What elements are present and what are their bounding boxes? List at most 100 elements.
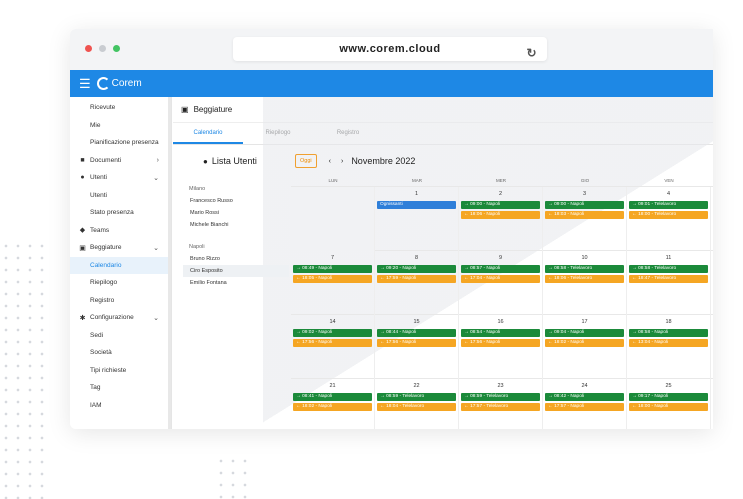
- check-in-event[interactable]: → 09:02 - Napoli: [293, 329, 372, 337]
- user-list-item[interactable]: Emilio Fontana: [190, 280, 227, 286]
- hamburger-menu-icon[interactable]: ☰: [79, 75, 91, 91]
- calendar-day-cell[interactable]: 18 → 08:58 - Napoli ← 13:04 - Napoli: [627, 315, 711, 379]
- weekday-label: GIO: [580, 178, 590, 183]
- check-out-event[interactable]: ← 17:56 - Napoli: [461, 339, 540, 347]
- check-in-event[interactable]: → 08:42 - Napoli: [545, 393, 624, 401]
- minimize-dot-icon[interactable]: [99, 45, 106, 52]
- check-in-event[interactable]: → 08:49 - Napoli: [293, 265, 372, 273]
- calendar-day-cell[interactable]: 17 → 09:04 - Napoli ← 18:02 - Napoli: [543, 315, 627, 379]
- calendar-day-cell[interactable]: 16 → 08:54 - Napoli ← 17:56 - Napoli: [459, 315, 543, 379]
- check-out-event[interactable]: ← 18:02 - Napoli: [545, 339, 624, 347]
- tab-calendario[interactable]: Calendario: [173, 123, 243, 144]
- user-list-item[interactable]: Bruno Rizzo: [190, 256, 220, 262]
- sidebar-item-ricevute[interactable]: Ricevute: [70, 99, 171, 117]
- check-out-event[interactable]: ← 13:04 - Napoli: [629, 339, 708, 347]
- calendar-day-cell[interactable]: 21 → 08:41 - Napoli ← 18:02 - Napoli: [291, 379, 375, 429]
- calendar-day-cell[interactable]: 23 → 08:59 - Telelavoro ← 17:57 - Telelavo…: [459, 379, 543, 429]
- calendar-day-cell[interactable]: 14 → 09:02 - Napoli ← 17:56 - Napoli: [291, 315, 375, 379]
- calendar-day-cell[interactable]: [291, 187, 375, 251]
- sidebar-item-pianificazione-presenza[interactable]: Pianificazione presenza: [70, 134, 171, 152]
- reload-icon[interactable]: ↻: [526, 46, 537, 60]
- check-in-event[interactable]: → 08:59 - Telelavoro: [377, 393, 456, 401]
- address-bar[interactable]: www.corem.cloud ↻: [233, 37, 547, 61]
- check-in-event[interactable]: → 08:58 - Napoli: [629, 329, 708, 337]
- check-in-event[interactable]: → 09:20 - Napoli: [377, 265, 456, 273]
- next-month-button[interactable]: ›: [340, 157, 344, 165]
- sidebar-item-societ-[interactable]: Società: [70, 344, 171, 362]
- check-in-event[interactable]: → 09:17 - Napoli: [629, 393, 708, 401]
- check-in-event[interactable]: → 08:54 - Napoli: [461, 329, 540, 337]
- calendar-day-cell[interactable]: 25 → 09:17 - Napoli ← 18:00 - Napoli: [627, 379, 711, 429]
- check-out-event[interactable]: ← 18:02 - Napoli: [293, 403, 372, 411]
- calendar-day-cell[interactable]: 11 → 08:58 - Telelavoro ← 18:47 - Telelavo…: [627, 251, 711, 315]
- sidebar-item-registro[interactable]: Registro: [70, 292, 171, 310]
- calendar-day-cell[interactable]: 15 → 08:44 - Napoli ← 17:56 - Napoli: [375, 315, 459, 379]
- sidebar-item-mie[interactable]: Mie: [70, 117, 171, 135]
- user-list-item[interactable]: Mario Rossi: [190, 210, 220, 216]
- calendar-day-cell[interactable]: 10 → 08:58 - Telelavoro ← 18:06 - Telelavo…: [543, 251, 627, 315]
- check-out-event[interactable]: ← 18:00 - Napoli: [629, 403, 708, 411]
- sidebar-item-calendario[interactable]: Calendario: [70, 256, 171, 274]
- today-button[interactable]: Oggi: [295, 154, 317, 168]
- sidebar-item-teams[interactable]: ◆ Teams: [70, 222, 171, 240]
- calendar-day-cell[interactable]: 24 → 08:42 - Napoli ← 17:57 - Napoli: [543, 379, 627, 429]
- check-out-event[interactable]: ← 18:05 - Napoli: [293, 275, 372, 283]
- check-out-event[interactable]: ← 18:06 - Telelavoro: [545, 275, 624, 283]
- sidebar-item-iam[interactable]: IAM: [70, 397, 171, 415]
- check-out-event[interactable]: ← 18:04 - Telelavoro: [377, 403, 456, 411]
- sidebar-item-configurazione[interactable]: ✱ Configurazione ⌄: [70, 309, 171, 327]
- maximize-dot-icon[interactable]: [113, 45, 120, 52]
- calendar-day-cell[interactable]: 1 Ognissanti: [375, 187, 459, 251]
- calendar-day-cell[interactable]: 9 → 08:57 - Napoli ← 17:04 - Napoli: [459, 251, 543, 315]
- calendar-day-cell[interactable]: 7 → 08:49 - Napoli ← 18:05 - Napoli: [291, 251, 375, 315]
- weekday-label: LUN: [328, 178, 338, 183]
- sidebar-item-stato-presenza[interactable]: Stato presenza: [70, 204, 171, 222]
- sidebar-item-sedi[interactable]: Sedi: [70, 327, 171, 345]
- check-out-event[interactable]: ← 18:47 - Telelavoro: [629, 275, 708, 283]
- check-out-event[interactable]: ← 17:56 - Napoli: [377, 339, 456, 347]
- tab-riepilogo[interactable]: Riepilogo: [265, 130, 291, 136]
- check-out-event[interactable]: ← 17:04 - Napoli: [461, 275, 540, 283]
- sidebar-scrollbar[interactable]: [168, 97, 171, 429]
- badge-icon: ▣: [79, 244, 86, 252]
- check-in-event[interactable]: → 09:00 - Napoli: [461, 201, 540, 209]
- check-in-event[interactable]: → 09:01 - Telelavoro: [629, 201, 708, 209]
- check-out-event[interactable]: ← 18:00 - Telelavoro: [629, 211, 708, 219]
- check-in-event[interactable]: → 08:44 - Napoli: [377, 329, 456, 337]
- check-in-event[interactable]: → 08:59 - Telelavoro: [461, 393, 540, 401]
- calendar-day-cell[interactable]: 4 → 09:01 - Telelavoro ← 18:00 - Telelavor…: [627, 187, 711, 251]
- check-out-event[interactable]: ← 17:57 - Telelavoro: [461, 403, 540, 411]
- check-out-event[interactable]: ← 17:57 - Napoli: [545, 403, 624, 411]
- calendar-day-cell[interactable]: 22 → 08:59 - Telelavoro ← 18:04 - Telelavo…: [375, 379, 459, 429]
- close-dot-icon[interactable]: [85, 45, 92, 52]
- check-out-event[interactable]: ← 18:06 - Napoli: [461, 211, 540, 219]
- check-in-event[interactable]: → 09:04 - Napoli: [545, 329, 624, 337]
- check-in-event[interactable]: → 09:00 - Napoli: [545, 201, 624, 209]
- sidebar-item-tipi-richieste[interactable]: Tipi richieste: [70, 362, 171, 380]
- check-in-event[interactable]: → 08:41 - Napoli: [293, 393, 372, 401]
- check-in-event[interactable]: → 08:57 - Napoli: [461, 265, 540, 273]
- tab-registro[interactable]: Registro: [336, 130, 360, 136]
- sidebar-item-beggiature[interactable]: ▣ Beggiature ⌄: [70, 239, 171, 257]
- sidebar-item-utenti[interactable]: Utenti: [70, 187, 171, 205]
- user-list-item[interactable]: Ciro Esposito: [183, 265, 289, 277]
- users-panel-title: Lista Utenti: [211, 156, 257, 166]
- sidebar-item-riepilogo[interactable]: Riepilogo: [70, 274, 171, 292]
- calendar-day-cell[interactable]: 2 → 09:00 - Napoli ← 18:06 - Napoli: [459, 187, 543, 251]
- calendar-day-cell[interactable]: 3 → 09:00 - Napoli ← 18:03 - Napoli: [543, 187, 627, 251]
- check-in-event[interactable]: → 08:58 - Telelavoro: [545, 265, 624, 273]
- prev-month-button[interactable]: ‹: [328, 157, 331, 165]
- brand-logo-icon: [96, 77, 110, 90]
- check-out-event[interactable]: ← 17:59 - Napoli: [377, 275, 456, 283]
- calendar-day-cell[interactable]: 8 → 09:20 - Napoli ← 17:59 - Napoli: [375, 251, 459, 315]
- check-out-event[interactable]: ← 17:56 - Napoli: [293, 339, 372, 347]
- brand-name: Corem: [111, 78, 142, 89]
- check-in-event[interactable]: → 08:58 - Telelavoro: [629, 265, 708, 273]
- sidebar-item-tag[interactable]: Tag: [70, 379, 171, 397]
- holiday-event[interactable]: Ognissanti: [377, 201, 456, 209]
- user-list-item[interactable]: Francesco Russo: [190, 198, 233, 204]
- sidebar-item-utenti[interactable]: ● Utenti ⌄: [70, 169, 171, 187]
- sidebar-item-documenti[interactable]: ■ Documenti ›: [70, 152, 171, 170]
- user-list-item[interactable]: Michele Bianchi: [190, 222, 229, 228]
- check-out-event[interactable]: ← 18:03 - Napoli: [545, 211, 624, 219]
